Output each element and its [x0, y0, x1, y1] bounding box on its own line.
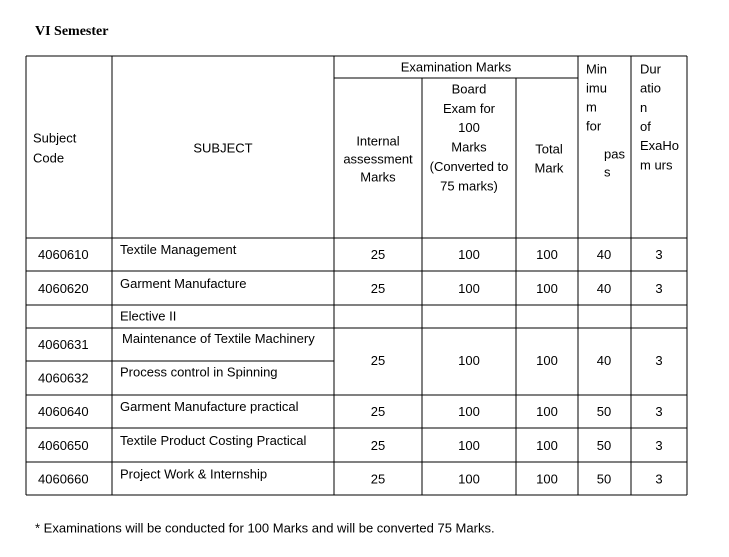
header-minimum: for [586, 118, 602, 133]
subject-name: Textile Management [120, 242, 237, 257]
mark-cell: 50 [597, 404, 611, 419]
header-duration: Dur [640, 61, 662, 76]
subject-code: 4060631 [38, 337, 89, 352]
header-internal: Marks [360, 169, 396, 184]
mark-cell: 40 [597, 247, 611, 262]
subject-code: 4060640 [38, 404, 89, 419]
header-duration: m urs [640, 157, 673, 172]
subject-name: Project Work & Internship [120, 466, 267, 481]
header-internal: Internal [356, 133, 399, 148]
mark-cell: 25 [371, 404, 385, 419]
header-duration: n [640, 100, 647, 115]
header-subject-code: Subject [33, 130, 77, 145]
mark-cell: 100 [536, 281, 558, 296]
mark-cell: 3 [655, 471, 662, 486]
subject-code: 4060650 [38, 438, 89, 453]
subject-name: Process control in Spinning [120, 365, 278, 380]
mark-cell: 100 [536, 247, 558, 262]
header-minimum: Min [586, 61, 607, 76]
mark-cell: 100 [458, 438, 480, 453]
header-examination-marks: Examination Marks [401, 59, 512, 74]
header-internal: assessment [343, 151, 413, 166]
mark-cell: 100 [458, 247, 480, 262]
header-duration: atio [640, 81, 661, 96]
footnote: * Examinations will be conducted for 100… [35, 520, 495, 535]
header-duration: of [640, 119, 651, 134]
header-board: Exam for [443, 101, 496, 116]
header-board: 100 [458, 120, 480, 135]
mark-cell: 25 [371, 353, 385, 368]
subject-name: Garment Manufacture practical [120, 399, 299, 414]
subject-name: Maintenance of Textile Machinery [122, 331, 315, 346]
mark-cell: 3 [655, 247, 662, 262]
mark-cell: 50 [597, 471, 611, 486]
mark-cell: 50 [597, 438, 611, 453]
header-board: Board [452, 81, 487, 96]
mark-cell: 100 [458, 404, 480, 419]
elective-heading: Elective II [120, 308, 176, 323]
header-total: Mark [535, 160, 564, 175]
title: VI Semester [35, 24, 108, 39]
header-minimum: s [604, 164, 611, 179]
mark-cell: 3 [655, 404, 662, 419]
mark-cell: 3 [655, 353, 662, 368]
header-minimum: m [586, 99, 597, 114]
header-board: (Converted to [430, 159, 509, 174]
header-duration: ExaHo [640, 138, 679, 153]
subject-name: Textile Product Costing Practical [120, 433, 307, 448]
mark-cell: 25 [371, 281, 385, 296]
mark-cell: 3 [655, 438, 662, 453]
header-subject: SUBJECT [193, 140, 252, 155]
mark-cell: 40 [597, 353, 611, 368]
mark-cell: 100 [458, 281, 480, 296]
header-minimum: pas [604, 146, 625, 161]
mark-cell: 100 [458, 353, 480, 368]
mark-cell: 100 [536, 471, 558, 486]
mark-cell: 100 [536, 353, 558, 368]
mark-cell: 25 [371, 471, 385, 486]
header-board: Marks [451, 140, 487, 155]
mark-cell: 25 [371, 438, 385, 453]
subject-name: Garment Manufacture [120, 276, 246, 291]
mark-cell: 3 [655, 281, 662, 296]
mark-cell: 25 [371, 247, 385, 262]
mark-cell: 100 [536, 404, 558, 419]
header-total: Total [535, 141, 563, 156]
subject-code: 4060660 [38, 471, 89, 486]
subject-code: 4060610 [38, 247, 89, 262]
subject-code: 4060632 [38, 371, 89, 386]
mark-cell: 100 [458, 471, 480, 486]
header-board: 75 marks) [440, 178, 498, 193]
mark-cell: 40 [597, 281, 611, 296]
table-grid [25, 55, 688, 496]
mark-cell: 100 [536, 438, 558, 453]
subject-code: 4060620 [38, 281, 89, 296]
header-subject-code: Code [33, 150, 64, 165]
header-minimum: imu [586, 80, 607, 95]
